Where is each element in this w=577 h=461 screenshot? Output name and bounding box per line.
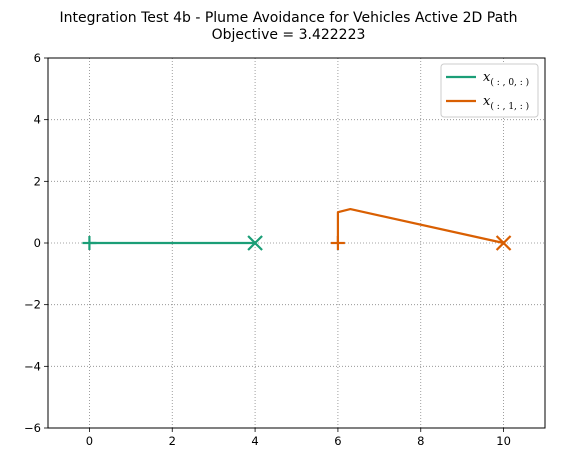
y-tick-label: 4 xyxy=(34,113,41,127)
x-tick-label: 8 xyxy=(417,434,424,448)
y-tick-label: −6 xyxy=(24,421,41,435)
series-line-1 xyxy=(336,207,504,245)
x-tick-label: 2 xyxy=(169,434,176,448)
y-tick-label: 2 xyxy=(34,174,41,188)
x-tick-label: 6 xyxy=(334,434,341,448)
y-axis: −6 −4 −2 0 2 4 6 xyxy=(24,51,48,435)
y-tick-label: −4 xyxy=(24,359,41,373)
series-0-end-marker xyxy=(247,235,263,251)
series-1-start-marker xyxy=(330,236,345,250)
legend-label-series-0: x( : , 0, : ) xyxy=(483,70,529,88)
y-tick-label: 6 xyxy=(34,51,41,65)
x-tick-label: 4 xyxy=(251,434,258,448)
x-axis: 0 2 4 6 8 10 xyxy=(86,428,511,448)
series-0-start-marker xyxy=(82,236,97,250)
y-tick-label: −2 xyxy=(24,298,41,312)
series-1-end-marker xyxy=(495,235,512,251)
legend-label-series-1: x( : , 1, : ) xyxy=(483,94,529,112)
y-tick-label: 0 xyxy=(34,236,41,250)
x-tick-label: 10 xyxy=(496,434,511,448)
legend: x( : , 0, : ) x( : , 1, : ) xyxy=(440,63,539,118)
chart-title: Integration Test 4b - Plume Avoidance fo… xyxy=(59,10,517,26)
series-layer xyxy=(82,207,512,251)
chart-subtitle: Objective = 3.422223 xyxy=(212,27,366,43)
x-tick-label: 0 xyxy=(86,434,93,448)
